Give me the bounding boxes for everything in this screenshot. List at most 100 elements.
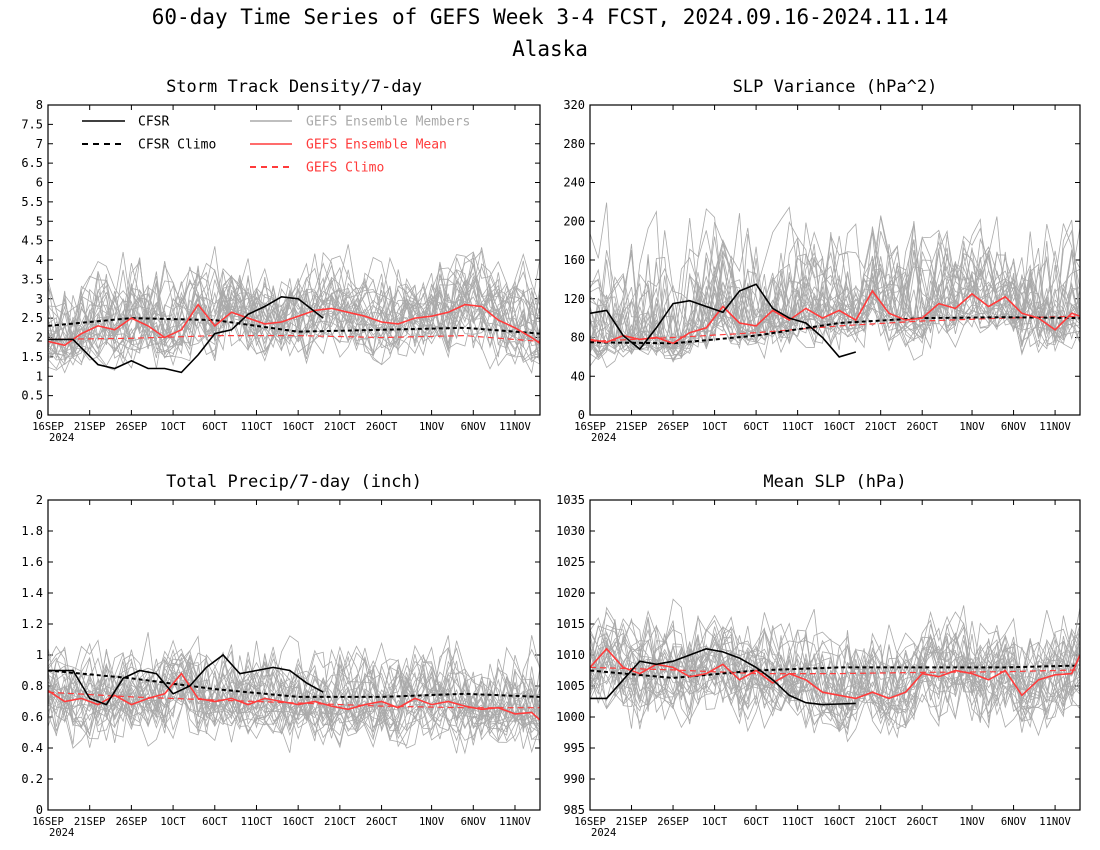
x-tick-label: 16SEP — [574, 421, 606, 433]
x-tick-label: 11OCT — [241, 816, 273, 828]
gefs-climo-line — [48, 334, 540, 342]
y-tick-label: 4.5 — [21, 234, 43, 248]
y-tick-label: 280 — [563, 137, 585, 151]
y-tick-label: 80 — [571, 331, 585, 345]
x-tick-label: 16SEP — [574, 816, 606, 828]
x-tick-label: 16OCT — [823, 816, 855, 828]
x-tick-label: 26SEP — [116, 816, 148, 828]
x-tick-label: 1NOV — [959, 816, 985, 828]
x-tick-label: 6OCT — [743, 816, 769, 828]
y-tick-label: 5 — [36, 214, 43, 228]
ensemble-member-line — [590, 223, 1080, 345]
x-tick-label: 16OCT — [282, 421, 314, 433]
ensemble-mean-line — [48, 672, 540, 721]
plot-frame — [47, 499, 541, 811]
panel-title: SLP Variance (hPa^2) — [733, 77, 938, 97]
chart-panel-3: Total Precip/7-day (inch)00.20.40.60.811… — [21, 472, 541, 839]
ensemble-member-line — [48, 661, 540, 753]
x-tick-label: 11OCT — [241, 421, 273, 433]
y-tick-label: 6 — [36, 176, 43, 190]
plot-frame — [47, 104, 541, 416]
y-tick-label: 3.5 — [21, 272, 43, 286]
ensemble-member-line — [590, 216, 1080, 359]
y-tick-label: 0.8 — [21, 679, 43, 693]
ensemble-member-line — [590, 614, 1080, 734]
panel-title: Mean SLP (hPa) — [763, 472, 906, 492]
x-tick-label: 11NOV — [1039, 421, 1071, 433]
x-tick-label: 21SEP — [74, 421, 106, 433]
x-year-label: 2024 — [49, 827, 74, 839]
y-tick-label: 1025 — [556, 555, 585, 569]
legend-label: CFSR Climo — [138, 138, 216, 153]
x-tick-label: 1OCT — [702, 816, 728, 828]
x-tick-label: 16SEP — [32, 421, 64, 433]
ensemble-member-line — [48, 645, 540, 748]
x-tick-label: 16SEP — [32, 816, 64, 828]
x-tick-label: 21SEP — [616, 421, 648, 433]
ensemble-member-line — [48, 646, 540, 737]
y-tick-label: 0 — [578, 408, 585, 422]
y-tick-label: 6.5 — [21, 156, 43, 170]
ensemble-member-line — [590, 622, 1080, 725]
x-tick-label: 1NOV — [419, 816, 445, 828]
legend-label: GEFS Ensemble Members — [306, 115, 470, 130]
panel-title: Storm Track Density/7-day — [166, 77, 422, 97]
y-tick-label: 1.4 — [21, 586, 43, 600]
x-tick-label: 26SEP — [116, 421, 148, 433]
x-tick-label: 6OCT — [202, 816, 228, 828]
y-tick-label: 1000 — [556, 710, 585, 724]
y-tick-label: 1010 — [556, 648, 585, 662]
y-tick-label: 1020 — [556, 586, 585, 600]
ensemble-member-line — [590, 258, 1080, 361]
y-tick-label: 2 — [36, 493, 43, 507]
y-tick-label: 7.5 — [21, 117, 43, 131]
y-tick-label: 1 — [36, 369, 43, 383]
y-tick-label: 1030 — [556, 524, 585, 538]
ensemble-member-line — [590, 609, 1080, 743]
ensemble-member-line — [590, 611, 1080, 733]
ensemble-member-line — [48, 247, 540, 362]
x-tick-label: 21OCT — [324, 421, 356, 433]
x-tick-label: 6NOV — [1001, 816, 1027, 828]
y-tick-label: 5.5 — [21, 195, 43, 209]
x-tick-label: 6NOV — [1001, 421, 1027, 433]
cfsr-climo-line — [590, 316, 1080, 345]
y-tick-label: 1035 — [556, 493, 585, 507]
y-tick-label: 0.4 — [21, 741, 43, 755]
page-subtitle: Alaska — [512, 37, 588, 61]
x-tick-label: 11OCT — [782, 421, 814, 433]
x-tick-label: 21OCT — [865, 816, 897, 828]
y-tick-label: 7 — [36, 137, 43, 151]
legend-label: GEFS Climo — [306, 161, 384, 176]
ensemble-member-line — [590, 621, 1080, 726]
y-tick-label: 1 — [36, 648, 43, 662]
y-tick-label: 985 — [563, 803, 585, 817]
y-tick-label: 200 — [563, 214, 585, 228]
ensemble-member-line — [48, 257, 540, 365]
y-tick-label: 1.8 — [21, 524, 43, 538]
ensemble-member-line — [48, 251, 540, 362]
cfsr-line — [48, 653, 324, 706]
ensemble-member-line — [590, 612, 1080, 729]
cfsr-climo-line — [590, 664, 1080, 679]
x-tick-label: 1OCT — [160, 816, 186, 828]
y-tick-label: 1.6 — [21, 555, 43, 569]
y-tick-label: 320 — [563, 98, 585, 112]
ensemble-member-line — [590, 598, 1080, 736]
ensemble-member-line — [590, 622, 1080, 733]
y-tick-label: 8 — [36, 98, 43, 112]
ensemble-mean-line — [590, 289, 1080, 345]
legend-label: GEFS Ensemble Mean — [306, 138, 447, 153]
x-tick-label: 26SEP — [657, 421, 689, 433]
x-tick-label: 6OCT — [202, 421, 228, 433]
ensemble-member-line — [48, 261, 540, 365]
ensemble-member-line — [48, 251, 540, 355]
x-tick-label: 6NOV — [461, 421, 487, 433]
ensemble-member-line — [590, 606, 1080, 730]
ensemble-member-line — [590, 217, 1080, 358]
x-tick-label: 11NOV — [1039, 816, 1071, 828]
legend: CFSR CFSR Climo GEFS Ensemble Members GEFS … — [82, 115, 470, 176]
x-tick-label: 1OCT — [160, 421, 186, 433]
y-tick-label: 40 — [571, 369, 585, 383]
x-tick-label: 26OCT — [366, 421, 398, 433]
